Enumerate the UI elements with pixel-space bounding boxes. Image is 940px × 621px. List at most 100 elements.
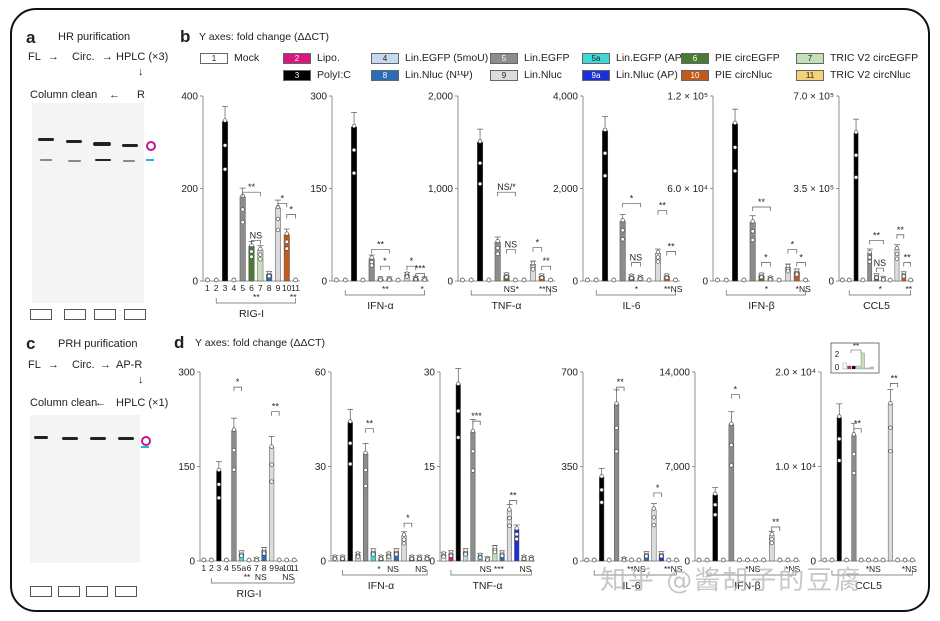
significance-label: * (289, 204, 293, 214)
comparison-bracket (342, 570, 428, 576)
category-label: 7 (258, 283, 263, 293)
chart-title: IL-6 (622, 580, 640, 592)
y-tick-label: 0 (828, 277, 834, 288)
data-point (276, 557, 282, 563)
gel-lane-swatch (115, 586, 137, 597)
data-point (785, 557, 791, 563)
linear-rna-marker-icon (141, 446, 149, 448)
significance-label: *** (471, 411, 482, 421)
chart-title: RIG-I (236, 588, 261, 600)
data-point (463, 552, 468, 557)
significance-label: ** (659, 201, 667, 211)
legend-item: 6 PIE circEGFP (681, 52, 780, 64)
watermark: 知乎 @酱胡子的豆腐 (600, 566, 863, 596)
data-point (514, 532, 519, 537)
inset-bar (869, 366, 874, 370)
data-point (873, 557, 879, 563)
inset-bar (860, 352, 865, 370)
data-point (500, 553, 505, 558)
data-point (720, 557, 726, 563)
chart-title: CCL5 (855, 580, 882, 592)
data-point (741, 277, 747, 283)
data-point (696, 557, 702, 563)
significance-label: * (383, 256, 387, 266)
inset-bar (842, 362, 847, 370)
chart-title: IFN-α (367, 300, 393, 312)
arrow-left-icon: ← (109, 89, 120, 101)
significance-bracket (532, 247, 543, 252)
inset-bar (865, 367, 870, 370)
data-point (387, 277, 392, 282)
comparison-label: * (421, 284, 425, 294)
y-tick-label: 7.0 × 10⁵ (793, 92, 834, 103)
legend-item: 10 PIE circNluc (681, 69, 772, 81)
data-point (348, 441, 353, 446)
significance-label: * (791, 240, 795, 250)
significance-label: *** (415, 264, 426, 274)
data-point (894, 251, 900, 257)
significance-label: ** (758, 197, 766, 207)
comparison-label: NS (387, 564, 399, 574)
y-tick-label: 0 (320, 557, 326, 568)
panel-c-step-apr: AP-R (116, 359, 143, 371)
data-point (860, 277, 866, 283)
data-point (395, 277, 401, 283)
data-point (655, 259, 661, 264)
data-point (737, 557, 742, 563)
data-point (853, 153, 859, 158)
gel-band (122, 144, 138, 147)
data-point (793, 557, 799, 563)
legend-item: 4 Lin.EGFP (5moU) (371, 52, 488, 64)
data-point (231, 427, 237, 432)
significance-label: ** (873, 230, 881, 240)
comparison-bracket (831, 570, 913, 576)
legend-swatch: 9a (582, 69, 610, 81)
data-point (291, 557, 297, 563)
significance-bracket (787, 249, 798, 254)
data-point (363, 483, 368, 489)
gel-lane-swatch (30, 309, 52, 320)
category-label: 6 (249, 283, 254, 293)
data-point (240, 219, 245, 225)
data-point (413, 277, 418, 282)
data-point (492, 550, 497, 555)
data-point (360, 277, 366, 283)
data-point (853, 175, 859, 180)
significance-bracket (497, 191, 516, 197)
legend-label: Lin.Nluc (524, 69, 562, 81)
data-point (785, 269, 791, 274)
data-point (201, 557, 207, 563)
significance-bracket (653, 492, 662, 497)
category-label: 5 (240, 283, 245, 293)
legend-swatch: 1 (200, 52, 228, 64)
data-point (224, 557, 229, 563)
category-label: 11 (291, 283, 300, 293)
y-tick-label: 0 (810, 557, 816, 568)
significance-bracket (271, 411, 280, 416)
data-point (369, 263, 374, 268)
data-point (644, 554, 649, 559)
data-point (504, 275, 509, 280)
y-tick-label: 2,000 (553, 184, 578, 195)
data-point (548, 277, 553, 283)
significance-bracket (771, 526, 781, 531)
data-point (901, 274, 906, 279)
data-point (351, 147, 357, 153)
data-point (258, 246, 263, 251)
circular-rna-marker-icon (146, 141, 156, 151)
y-tick-label: 15 (424, 462, 436, 473)
significance-bracket (403, 522, 413, 528)
data-point (829, 557, 835, 563)
data-point (205, 277, 210, 283)
data-point (261, 551, 267, 556)
y-tick-label: 400 (181, 92, 198, 103)
significance-bracket (896, 234, 905, 239)
data-point (794, 272, 799, 277)
legend-item: 2 Lipo. (283, 52, 340, 64)
significance-bracket (903, 262, 911, 267)
data-point (867, 255, 872, 260)
